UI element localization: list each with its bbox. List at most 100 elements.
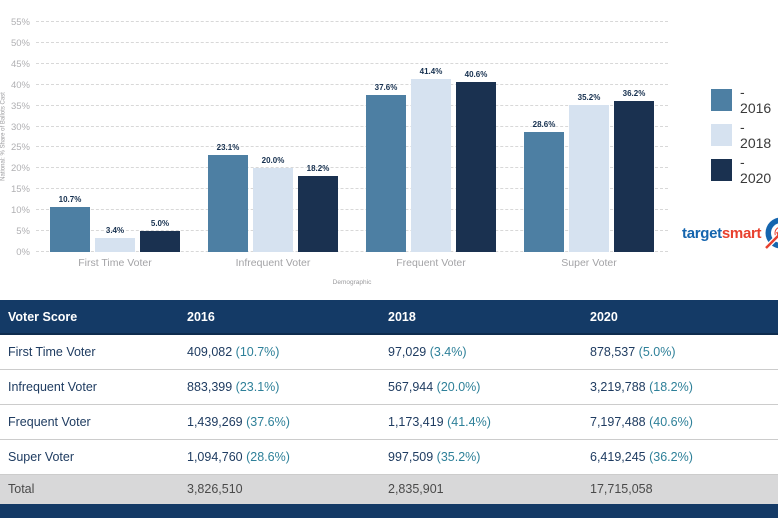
legend-swatch bbox=[711, 159, 733, 181]
total-label: Total bbox=[0, 474, 180, 505]
cell-percentage: (5.0%) bbox=[638, 344, 676, 359]
logo-text-smart: smart bbox=[721, 225, 762, 242]
gridline bbox=[36, 21, 668, 22]
bar-2016: 37.6% bbox=[366, 83, 406, 252]
row-label: Frequent Voter bbox=[0, 404, 180, 440]
row-cell: 1,173,419 (41.4%) bbox=[381, 404, 583, 440]
legend-swatch bbox=[711, 124, 733, 146]
bar-value-label: 20.0% bbox=[261, 156, 285, 166]
bar-value-label: 18.2% bbox=[306, 163, 330, 173]
category-label: First Time Voter bbox=[78, 257, 152, 269]
row-cell: 878,537 (5.0%) bbox=[583, 334, 778, 370]
table-header-2020: 2020 bbox=[583, 300, 778, 335]
chart-legend: - 2016- 2018- 2020 bbox=[711, 84, 778, 189]
y-tick-label: 20% bbox=[10, 163, 30, 175]
total-cell: 2,835,901 bbox=[381, 474, 583, 505]
targetsmart-logo: targetsmart bbox=[682, 217, 778, 250]
gridline bbox=[36, 209, 668, 211]
row-cell: 97,029 (3.4%) bbox=[381, 334, 583, 370]
bar-value-label: 3.4% bbox=[105, 225, 125, 235]
gridline bbox=[36, 83, 668, 85]
gridline bbox=[36, 125, 668, 127]
y-tick-label: 30% bbox=[10, 121, 30, 133]
logo-text: targetsmart bbox=[682, 225, 762, 242]
x-axis-title: Demographic bbox=[332, 279, 372, 286]
bar-2020: 5.0% bbox=[140, 219, 180, 252]
gridline bbox=[36, 167, 668, 169]
y-tick-label: 10% bbox=[10, 205, 30, 217]
bar-value-label: 40.6% bbox=[464, 70, 488, 80]
table-row: Super Voter 1,094,760 (28.6%) 997,509 (35.… bbox=[0, 439, 778, 475]
row-cell: 409,082 (10.7%) bbox=[180, 334, 381, 370]
bar-2016: 23.1% bbox=[208, 143, 248, 252]
row-cell: 567,944 (20.0%) bbox=[381, 369, 583, 405]
bar-value-label: 23.1% bbox=[216, 143, 240, 153]
table-header-2016: 2016 bbox=[180, 300, 381, 335]
legend-label: - 2016 bbox=[740, 84, 772, 116]
table-header-2018: 2018 bbox=[381, 300, 583, 335]
y-tick-label: 35% bbox=[10, 100, 30, 112]
row-cell: 1,439,269 (37.6%) bbox=[180, 404, 381, 440]
bar-2018: 20.0% bbox=[253, 156, 293, 252]
y-tick-label: 50% bbox=[10, 37, 30, 49]
bar-2016: 10.7% bbox=[50, 195, 90, 252]
bullseye-icon bbox=[764, 217, 778, 250]
table-row: Frequent Voter 1,439,269 (37.6%) 1,173,419… bbox=[0, 404, 778, 440]
bar-2018: 3.4% bbox=[95, 226, 135, 252]
y-tick-label: 25% bbox=[10, 142, 30, 154]
bar-value-label: 5.0% bbox=[150, 219, 170, 229]
bar-value-label: 36.2% bbox=[622, 88, 646, 98]
legend-item-2018: - 2018 bbox=[711, 119, 778, 151]
cell-percentage: (23.1%) bbox=[235, 379, 280, 394]
y-tick-label: 5% bbox=[16, 226, 30, 238]
y-tick-label: 45% bbox=[10, 58, 30, 70]
bar-value-label: 41.4% bbox=[419, 66, 443, 76]
cell-percentage: (20.0%) bbox=[436, 379, 481, 394]
bar-2018: 41.4% bbox=[411, 67, 451, 252]
row-cell: 6,419,245 (36.2%) bbox=[583, 439, 778, 475]
row-label: First Time Voter bbox=[0, 334, 180, 370]
y-tick-label: 55% bbox=[10, 17, 30, 28]
category-label: Frequent Voter bbox=[396, 257, 466, 269]
gridline bbox=[36, 146, 668, 148]
cell-percentage: (40.6%) bbox=[649, 414, 693, 429]
cell-percentage: (35.2%) bbox=[436, 449, 481, 464]
table-total-row: Total 3,826,510 2,835,901 17,715,058 bbox=[0, 474, 778, 505]
category-label: Super Voter bbox=[561, 257, 617, 269]
gridline bbox=[36, 62, 668, 64]
plot-area: 0% 5% 10% 15% 20% 25% 30% 35% 40% 45% 50% 55% 10.7% 3… bbox=[11, 17, 668, 258]
y-tick-label: 40% bbox=[10, 79, 30, 91]
total-cell: 17,715,058 bbox=[583, 474, 778, 505]
bar-2020: 36.2% bbox=[614, 89, 654, 252]
y-tick-label: 15% bbox=[10, 184, 30, 196]
bar-2018: 35.2% bbox=[569, 93, 609, 252]
cell-percentage: (37.6%) bbox=[246, 414, 290, 429]
bar-value-label: 37.6% bbox=[374, 82, 398, 92]
legend-label: - 2018 bbox=[740, 119, 772, 151]
cell-percentage: (28.6%) bbox=[246, 449, 290, 464]
category-label: Infrequent Voter bbox=[235, 257, 311, 269]
bar-2016: 28.6% bbox=[524, 120, 564, 252]
gridline bbox=[36, 188, 668, 190]
bar-groups: 10.7% 3.4% 5.0% 23.1% 20.0% 18.2% 37.6% 41.4% 40… bbox=[36, 22, 668, 252]
legend-item-2016: - 2016 bbox=[711, 84, 778, 116]
legend-label: - 2020 bbox=[740, 154, 772, 186]
cell-percentage: (36.2%) bbox=[649, 449, 693, 464]
row-label: Infrequent Voter bbox=[0, 369, 180, 405]
bar-2020: 40.6% bbox=[456, 70, 496, 252]
total-cell: 3,826,510 bbox=[180, 474, 381, 505]
voter-score-table: Voter Score 2016 2018 2020 First Time Voter… bbox=[0, 300, 778, 505]
row-cell: 7,197,488 (40.6%) bbox=[583, 404, 778, 440]
bar-value-label: 28.6% bbox=[532, 120, 556, 130]
row-cell: 883,399 (23.1%) bbox=[180, 369, 381, 405]
grouped-bar-chart: National: % Share of Ballots Cast 0% 5% 10… bbox=[1, 17, 778, 286]
row-cell: 997,509 (35.2%) bbox=[381, 439, 583, 475]
table-header-row: Voter Score 2016 2018 2020 bbox=[0, 300, 778, 335]
x-axis-category-labels: First Time Voter Infrequent Voter Frequent… bbox=[36, 257, 668, 269]
gridline bbox=[36, 251, 668, 252]
table-row: First Time Voter 409,082 (10.7%) 97,029 (3… bbox=[0, 334, 778, 370]
row-cell: 1,094,760 (28.6%) bbox=[180, 439, 381, 475]
row-label: Super Voter bbox=[0, 439, 180, 475]
cell-percentage: (10.7%) bbox=[235, 344, 280, 359]
